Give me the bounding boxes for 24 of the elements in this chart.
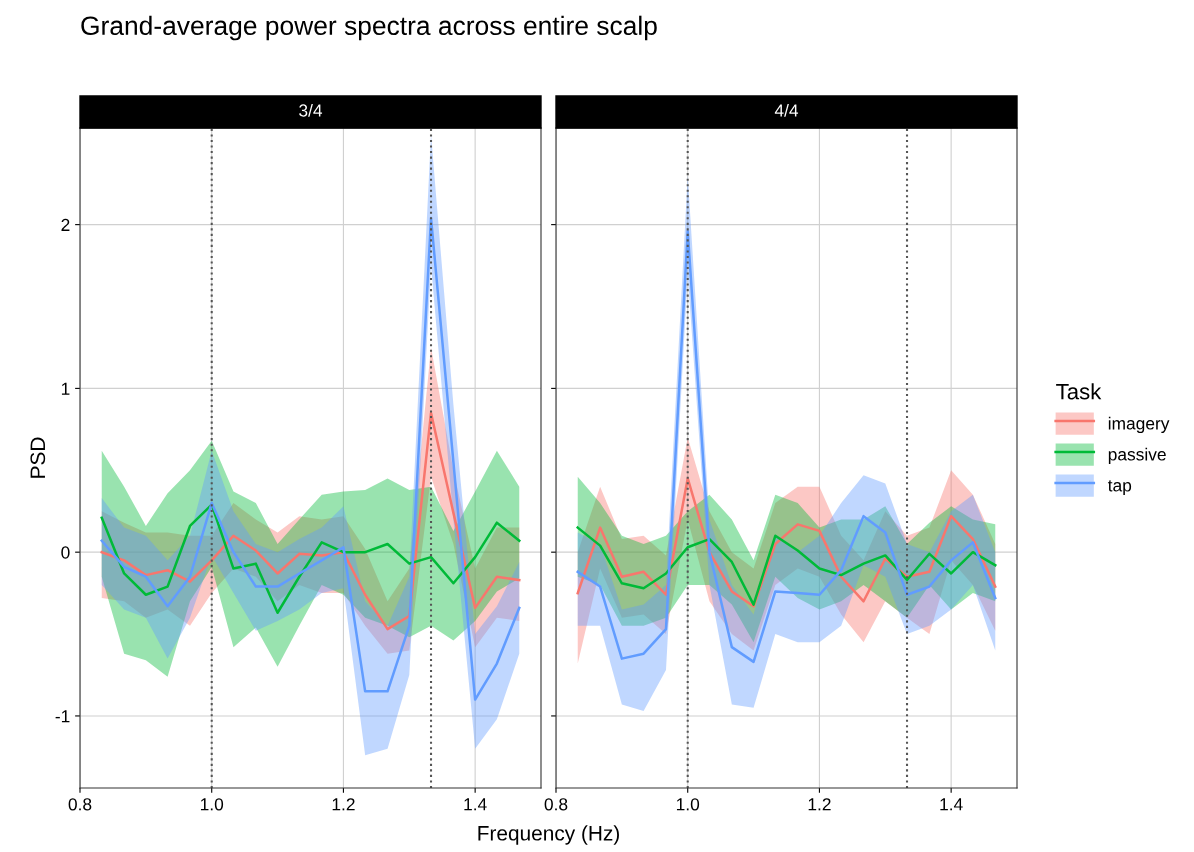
legend-title: Task xyxy=(1056,383,1102,400)
y-tick-label: 0 xyxy=(61,546,70,559)
x-tick-label: 1.0 xyxy=(200,798,224,811)
x-tick-label: 1.2 xyxy=(808,798,831,811)
x-tick-label: 1.2 xyxy=(332,798,355,811)
chart-subtitle: 4/4 xyxy=(774,103,799,117)
y-tick-label: 1 xyxy=(61,382,70,395)
x-tick-label: 1.0 xyxy=(676,798,700,811)
line-series xyxy=(100,503,521,615)
y-tick-label: 2 xyxy=(61,218,70,231)
x-axis-title: Frequency (Hz) xyxy=(478,825,619,845)
chart-subtitle: 3/4 xyxy=(299,103,323,117)
x-tick-label: 1.4 xyxy=(940,798,963,811)
y-tick-label: -1 xyxy=(55,710,70,723)
line-series xyxy=(100,216,521,701)
chart-title: Grand-average power spectra across entire scalp xyxy=(81,15,657,41)
x-tick-label: 0.8 xyxy=(544,798,568,811)
legend-label: imagery xyxy=(1108,416,1170,433)
legend-label: tap xyxy=(1107,480,1132,495)
legend-label: passive xyxy=(1108,447,1166,464)
line-series xyxy=(100,411,521,631)
x-tick-label: 1.4 xyxy=(464,798,487,811)
x-tick-label: 0.8 xyxy=(68,798,92,811)
y-axis-title: PSD xyxy=(30,437,46,478)
